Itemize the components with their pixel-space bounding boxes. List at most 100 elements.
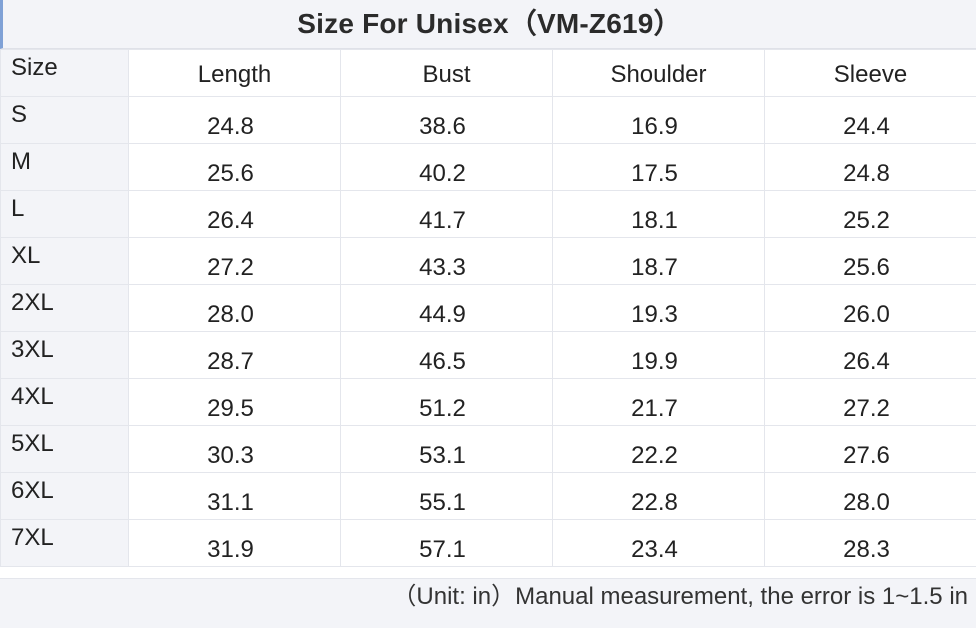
size-cell: 7XL bbox=[0, 519, 129, 567]
size-cell: L bbox=[0, 190, 129, 238]
sleeve-cell: 27.6 bbox=[764, 425, 976, 473]
length-cell: 26.4 bbox=[128, 190, 341, 238]
shoulder-value: 22.8 bbox=[631, 489, 678, 516]
sleeve-cell: 25.2 bbox=[764, 190, 976, 238]
table-row: 7XL 31.9 57.1 23.4 28.3 bbox=[0, 519, 976, 567]
bust-cell: 41.7 bbox=[340, 190, 553, 238]
length-cell: 28.7 bbox=[128, 331, 341, 379]
length-value: 31.1 bbox=[207, 489, 254, 516]
size-cell: XL bbox=[0, 237, 129, 285]
sleeve-cell: 28.3 bbox=[764, 519, 976, 567]
table-row: 5XL 30.3 53.1 22.2 27.6 bbox=[0, 425, 976, 473]
bust-cell: 51.2 bbox=[340, 378, 553, 426]
bust-value: 46.5 bbox=[419, 348, 466, 375]
length-value: 29.5 bbox=[207, 395, 254, 422]
table-row: 2XL 28.0 44.9 19.3 26.0 bbox=[0, 284, 976, 332]
title-row: Size For Unisex（VM-Z619） bbox=[0, 0, 976, 49]
shoulder-cell: 23.4 bbox=[552, 519, 765, 567]
size-table: Size Length Bust Shoulder Sleeve S 24.8 38… bbox=[0, 49, 976, 567]
size-cell: 5XL bbox=[0, 425, 129, 473]
length-value: 27.2 bbox=[207, 254, 254, 281]
shoulder-value: 17.5 bbox=[631, 160, 678, 187]
size-cell: 6XL bbox=[0, 472, 129, 520]
chart-title: Size For Unisex（VM-Z619） bbox=[297, 8, 682, 39]
length-value: 26.4 bbox=[207, 207, 254, 234]
shoulder-cell: 16.9 bbox=[552, 96, 765, 144]
header-row: Size Length Bust Shoulder Sleeve bbox=[0, 49, 976, 97]
length-cell: 31.1 bbox=[128, 472, 341, 520]
shoulder-cell: 22.8 bbox=[552, 472, 765, 520]
sleeve-value: 28.0 bbox=[843, 489, 890, 516]
sleeve-cell: 26.4 bbox=[764, 331, 976, 379]
shoulder-cell: 19.9 bbox=[552, 331, 765, 379]
table-row: L 26.4 41.7 18.1 25.2 bbox=[0, 190, 976, 238]
shoulder-value: 16.9 bbox=[631, 113, 678, 140]
bust-value: 41.7 bbox=[419, 207, 466, 234]
bust-value: 40.2 bbox=[419, 160, 466, 187]
bust-value: 53.1 bbox=[419, 442, 466, 469]
sleeve-cell: 24.8 bbox=[764, 143, 976, 191]
sleeve-cell: 26.0 bbox=[764, 284, 976, 332]
table-row: S 24.8 38.6 16.9 24.4 bbox=[0, 96, 976, 144]
sleeve-cell: 25.6 bbox=[764, 237, 976, 285]
bust-value: 51.2 bbox=[419, 395, 466, 422]
table-row: XL 27.2 43.3 18.7 25.6 bbox=[0, 237, 976, 285]
bust-value: 55.1 bbox=[419, 489, 466, 516]
shoulder-value: 18.1 bbox=[631, 207, 678, 234]
bust-cell: 40.2 bbox=[340, 143, 553, 191]
bust-cell: 53.1 bbox=[340, 425, 553, 473]
shoulder-value: 23.4 bbox=[631, 536, 678, 563]
shoulder-cell: 18.7 bbox=[552, 237, 765, 285]
table-row: 4XL 29.5 51.2 21.7 27.2 bbox=[0, 378, 976, 426]
note-row: （Unit: in）Manual measurement, the error … bbox=[0, 578, 976, 628]
table-row: 6XL 31.1 55.1 22.8 28.0 bbox=[0, 472, 976, 520]
header-bust: Bust bbox=[340, 49, 553, 97]
length-value: 28.0 bbox=[207, 301, 254, 328]
shoulder-cell: 19.3 bbox=[552, 284, 765, 332]
shoulder-value: 19.9 bbox=[631, 348, 678, 375]
length-value: 30.3 bbox=[207, 442, 254, 469]
table-row: 3XL 28.7 46.5 19.9 26.4 bbox=[0, 331, 976, 379]
length-cell: 27.2 bbox=[128, 237, 341, 285]
length-cell: 29.5 bbox=[128, 378, 341, 426]
length-cell: 28.0 bbox=[128, 284, 341, 332]
sleeve-cell: 24.4 bbox=[764, 96, 976, 144]
length-cell: 25.6 bbox=[128, 143, 341, 191]
shoulder-cell: 21.7 bbox=[552, 378, 765, 426]
sleeve-value: 26.0 bbox=[843, 301, 890, 328]
size-cell: 4XL bbox=[0, 378, 129, 426]
shoulder-value: 21.7 bbox=[631, 395, 678, 422]
shoulder-value: 19.3 bbox=[631, 301, 678, 328]
measurement-note: （Unit: in）Manual measurement, the error … bbox=[392, 583, 968, 610]
shoulder-cell: 22.2 bbox=[552, 425, 765, 473]
shoulder-cell: 18.1 bbox=[552, 190, 765, 238]
sleeve-value: 24.4 bbox=[843, 113, 890, 140]
bust-cell: 55.1 bbox=[340, 472, 553, 520]
sleeve-value: 24.8 bbox=[843, 160, 890, 187]
size-cell: S bbox=[0, 96, 129, 144]
length-cell: 30.3 bbox=[128, 425, 341, 473]
length-value: 24.8 bbox=[207, 113, 254, 140]
bust-cell: 44.9 bbox=[340, 284, 553, 332]
length-cell: 31.9 bbox=[128, 519, 341, 567]
length-value: 31.9 bbox=[207, 536, 254, 563]
header-size: Size bbox=[0, 49, 129, 97]
header-shoulder: Shoulder bbox=[552, 49, 765, 97]
header-sleeve: Sleeve bbox=[764, 49, 976, 97]
shoulder-cell: 17.5 bbox=[552, 143, 765, 191]
length-cell: 24.8 bbox=[128, 96, 341, 144]
bust-cell: 43.3 bbox=[340, 237, 553, 285]
sleeve-cell: 28.0 bbox=[764, 472, 976, 520]
sleeve-value: 26.4 bbox=[843, 348, 890, 375]
bust-value: 44.9 bbox=[419, 301, 466, 328]
length-value: 28.7 bbox=[207, 348, 254, 375]
sleeve-value: 27.2 bbox=[843, 395, 890, 422]
bust-cell: 38.6 bbox=[340, 96, 553, 144]
size-cell: 2XL bbox=[0, 284, 129, 332]
bust-cell: 57.1 bbox=[340, 519, 553, 567]
shoulder-value: 18.7 bbox=[631, 254, 678, 281]
header-length: Length bbox=[128, 49, 341, 97]
length-value: 25.6 bbox=[207, 160, 254, 187]
bust-value: 57.1 bbox=[419, 536, 466, 563]
